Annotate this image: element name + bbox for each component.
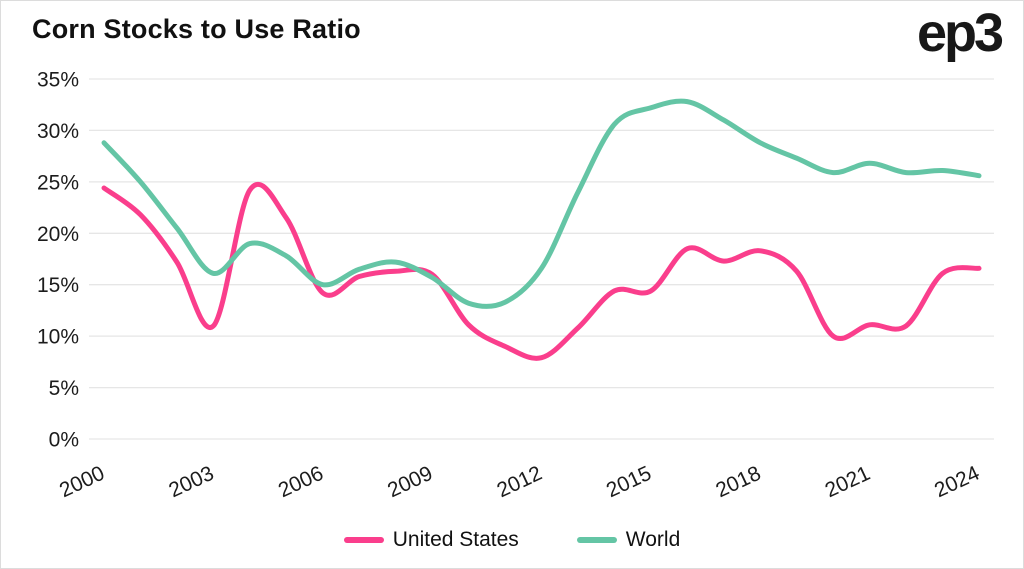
legend-label: United States	[392, 528, 519, 551]
series-line-united-states	[101, 181, 982, 361]
x-axis-tick-label: 2009	[384, 462, 436, 503]
x-axis-labels: 2000 2003 2006 2009 2012 2015 2018 2021 2024	[56, 462, 983, 503]
legend-swatch	[343, 537, 384, 543]
chart-legend: United States World	[1, 528, 1023, 552]
x-axis-tick-label: 2024	[931, 462, 983, 503]
x-axis-tick-label: 2018	[712, 462, 764, 503]
y-axis-tick-label: 10%	[37, 326, 79, 349]
legend-item-united-states: United States	[343, 528, 519, 552]
x-axis-tick-label: 2006	[275, 462, 327, 503]
y-axis-tick-label: 30%	[37, 120, 79, 143]
x-axis-tick-label: 2003	[165, 462, 217, 503]
series-lines	[101, 98, 982, 361]
y-axis-tick-label: 25%	[37, 171, 79, 194]
legend-item-world: World	[576, 528, 681, 552]
y-axis-tick-label: 15%	[37, 274, 79, 297]
ep3-logo: ep3	[916, 3, 1004, 63]
x-axis-tick-label: 2021	[822, 462, 874, 503]
x-axis-tick-label: 2015	[603, 462, 655, 503]
y-axis-tick-label: 20%	[37, 223, 79, 246]
x-axis-tick-label: 2012	[494, 462, 546, 503]
y-axis-tick-label: 35%	[37, 69, 79, 92]
y-axis-tick-label: 0%	[49, 429, 79, 452]
legend-label: World	[625, 528, 681, 551]
y-axis-labels: 0% 5% 10% 15% 20% 25% 30% 35%	[37, 69, 79, 452]
gridlines	[89, 78, 994, 440]
x-axis-tick-label: 2000	[56, 462, 108, 503]
y-axis-tick-label: 5%	[49, 377, 79, 400]
legend-swatch	[576, 537, 617, 543]
chart-title: Corn Stocks to Use Ratio	[32, 14, 361, 44]
series-line-world	[101, 98, 982, 309]
